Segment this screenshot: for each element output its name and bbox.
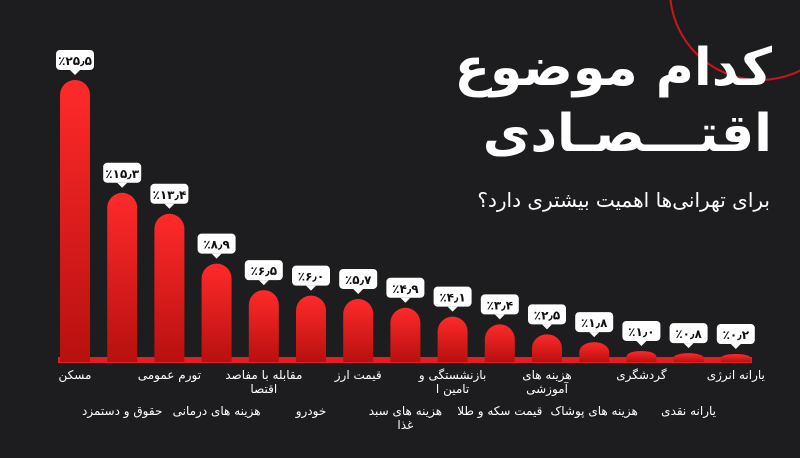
value-label: ٪۸٫۹ <box>203 238 230 252</box>
badge-pointer <box>589 332 600 338</box>
category-label: یارانه انرژی <box>706 368 765 382</box>
value-badge <box>622 320 661 341</box>
value-label: ٪۵٫۷ <box>345 273 372 287</box>
bar <box>484 324 515 362</box>
value-label: ٪۴٫۱ <box>439 291 465 305</box>
badge-pointer <box>211 253 222 259</box>
value-badge <box>150 183 189 204</box>
badge-pointer <box>70 70 80 75</box>
badge-pointer <box>306 285 316 291</box>
bar <box>60 80 90 362</box>
value-label: ٪۶٫۰ <box>298 270 324 284</box>
value-label: ٪۳٫۴ <box>487 298 513 312</box>
category-label: گردشگری <box>616 368 667 382</box>
bar <box>720 354 751 362</box>
value-label: ٪۱٫۸ <box>581 316 608 330</box>
value-label: ٪۰٫۸ <box>675 327 702 341</box>
category-label: هزینه های درمانی <box>172 404 261 418</box>
subtitle: برای تهرانی‌ها اهمیت بیشتری دارد؟ <box>477 188 770 212</box>
value-badge <box>56 50 94 70</box>
bar <box>579 342 610 362</box>
value-badge <box>433 286 472 307</box>
bar <box>248 290 279 362</box>
value-label: ٪۰٫۲ <box>723 328 750 342</box>
category-label: تورم عمومی <box>137 368 202 382</box>
badge-pointer <box>683 343 694 349</box>
badge-pointer <box>494 314 505 320</box>
bar <box>343 298 374 362</box>
badge-pointer <box>636 340 647 346</box>
bar <box>107 192 138 362</box>
value-badge <box>575 312 614 333</box>
bar <box>673 353 704 362</box>
bar <box>154 213 185 362</box>
value-label: ٪۴٫۹ <box>392 282 419 296</box>
bar <box>390 307 421 362</box>
category-label: هزینه های آموزشی <box>522 368 572 396</box>
badge-pointer <box>447 306 458 312</box>
category-label: هزینه های پوشاک <box>550 404 638 418</box>
value-badge <box>716 324 755 344</box>
badge-pointer <box>353 288 364 294</box>
value-badge <box>103 162 142 183</box>
value-label: ٪۲۵٫۵ <box>58 54 92 68</box>
value-badge <box>197 233 236 254</box>
category-label: مسکن <box>58 368 92 382</box>
value-badge <box>386 277 425 298</box>
badge-pointer <box>258 280 269 286</box>
category-label: مقابله با مفاصد اقتصا <box>225 368 303 396</box>
value-badge <box>244 260 283 281</box>
value-badge <box>669 323 708 344</box>
value-label: ٪۱۵٫۳ <box>105 167 139 181</box>
category-label: قیمت ارز <box>334 368 382 382</box>
value-label: ٪۶٫۵ <box>251 264 277 278</box>
category-label: یارانه نقدی <box>661 404 716 418</box>
badge-pointer <box>542 324 552 330</box>
value-badge <box>292 265 330 286</box>
badge-pointer <box>730 344 741 349</box>
category-label: خودرو <box>295 404 327 418</box>
bar <box>626 350 657 362</box>
title-line-1: کدام موضوع <box>454 38 772 98</box>
category-label: هزینه های سبد غذا <box>368 404 443 432</box>
value-badge <box>339 268 378 289</box>
value-badge <box>528 304 566 325</box>
value-label: ٪۲٫۵ <box>534 308 560 322</box>
category-label: قیمت سکه و طلا <box>457 404 543 418</box>
category-label: بازنشستگی و تامین ا <box>418 368 487 396</box>
title-line-2: اقتـــصـادی <box>482 104 772 164</box>
value-badge <box>480 294 519 315</box>
bar <box>437 316 468 362</box>
badge-pointer <box>164 203 175 209</box>
badge-pointer <box>117 182 128 188</box>
category-label: حقوق و دستمزد <box>82 404 163 418</box>
badge-pointer <box>400 297 411 303</box>
bar <box>532 334 562 362</box>
bar <box>201 263 232 362</box>
bar <box>296 295 326 362</box>
value-label: ٪۱٫۰ <box>628 325 654 339</box>
value-label: ٪۱۳٫۴ <box>153 188 187 202</box>
